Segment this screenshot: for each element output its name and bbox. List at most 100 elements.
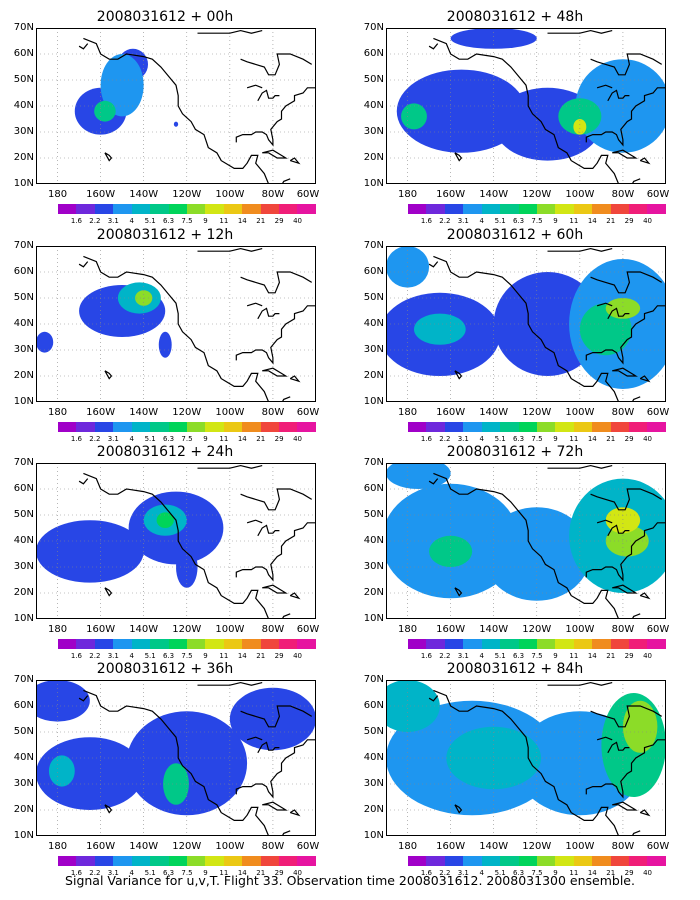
lat-tick-label: 60N	[13, 48, 34, 59]
map-panel: 2008031612 + 72h 70N 60N 50N 40N 30N 20N 10N 180…	[350, 443, 680, 660]
colorbar-label: 3.1	[457, 652, 469, 660]
colorbar-swatch	[426, 422, 445, 432]
coastline	[78, 478, 89, 485]
lon-tick-label: 160W	[436, 407, 466, 418]
colorbar-label: 29	[274, 652, 284, 660]
lon-tick-label: 120W	[172, 407, 202, 418]
colorbar-label: 2.2	[439, 652, 451, 660]
colorbar-swatch	[629, 422, 648, 432]
lat-tick-label: 30N	[13, 126, 34, 137]
colorbar-label: 5.1	[494, 435, 506, 443]
map-svg	[386, 463, 666, 619]
lat-tick-label: 30N	[13, 344, 34, 355]
lon-tick-label: 80W	[261, 624, 285, 635]
colorbar-label: 2.2	[89, 869, 101, 877]
colorbar-swatch	[113, 422, 132, 432]
coastline	[268, 178, 291, 184]
lat-tick-label: 20N	[13, 804, 34, 815]
colorbar-labels: 1.6 2.2 3.1 4 5.1 6.3 7.5 9 11 14 21 29 40	[408, 869, 666, 879]
colorbar-label: 11	[219, 652, 229, 660]
lon-tick-label: 100W	[215, 624, 245, 635]
variance-contour	[482, 507, 591, 601]
colorbar-swatch	[94, 639, 114, 649]
map-area	[386, 28, 666, 184]
colorbar-label: 3.1	[107, 217, 119, 225]
colorbar-swatch	[186, 639, 206, 649]
lat-tick-label: 10N	[363, 613, 384, 624]
colorbar-label: 6.3	[512, 217, 525, 225]
coastline	[257, 307, 280, 320]
colorbar-label: 6.3	[512, 869, 525, 877]
colorbar-swatch	[168, 204, 187, 214]
colorbar-label: 40	[643, 869, 653, 877]
colorbar-label: 5.1	[494, 652, 506, 660]
colorbar-swatch	[131, 422, 151, 432]
lat-tick-label: 20N	[13, 587, 34, 598]
colorbar-swatch	[536, 204, 556, 214]
coastline	[585, 87, 666, 147]
lon-tick-label: 60W	[646, 407, 670, 418]
panel-title: 2008031612 + 36h	[96, 661, 234, 677]
lat-tick-label: 50N	[13, 74, 34, 85]
lon-tick-label: 80W	[261, 841, 285, 852]
lon-tick-label: 180	[47, 624, 68, 635]
colorbar-swatch	[444, 856, 464, 866]
coastline	[235, 739, 316, 799]
coastline	[607, 89, 630, 102]
colorbar-swatch	[647, 639, 666, 649]
colorbar-label: 4	[479, 652, 484, 660]
colorbar-labels: 1.6 2.2 3.1 4 5.1 6.3 7.5 9 11 14 21 29 40	[58, 652, 316, 662]
coastline	[78, 43, 89, 50]
variance-contour	[94, 100, 116, 122]
lon-tick-label: 180	[47, 841, 68, 852]
colorbar-label: 21	[256, 869, 266, 877]
figure-caption: Signal Variance for u,v,T. Flight 33. Ob…	[65, 873, 635, 888]
lon-tick-label: 80W	[261, 407, 285, 418]
colorbar	[58, 856, 316, 866]
colorbar-labels: 1.6 2.2 3.1 4 5.1 6.3 7.5 9 11 14 21 29 40	[58, 217, 316, 227]
colorbar-swatch	[58, 204, 77, 214]
variance-contour	[414, 313, 466, 345]
coastline	[235, 305, 316, 365]
lat-tick-label: 20N	[13, 152, 34, 163]
lon-tick-label: 160W	[86, 189, 116, 200]
lon-tick-label: 60W	[646, 624, 670, 635]
lat-tick-label: 30N	[13, 778, 34, 789]
lon-tick-label: 100W	[565, 407, 595, 418]
lat-tick-label: 20N	[363, 152, 384, 163]
coastline	[246, 302, 263, 307]
lon-tick-label: 160W	[436, 624, 466, 635]
lat-tick-label: 10N	[363, 396, 384, 407]
lon-tick-label: 180	[397, 841, 418, 852]
colorbar-labels: 1.6 2.2 3.1 4 5.1 6.3 7.5 9 11 14 21 29 40	[408, 652, 666, 662]
panel-title: 2008031612 + 48h	[446, 9, 584, 25]
coastline	[618, 613, 641, 619]
lon-tick-label: 160W	[436, 841, 466, 852]
colorbar-swatch	[408, 422, 427, 432]
colorbar-label: 29	[274, 435, 284, 443]
lon-tick-label: 140W	[479, 624, 509, 635]
coastline	[83, 255, 270, 402]
colorbar-label: 21	[606, 217, 616, 225]
colorbar-label: 11	[569, 435, 579, 443]
lon-tick-label: 100W	[565, 189, 595, 200]
colorbar-label: 4	[479, 869, 484, 877]
map-svg	[386, 246, 666, 402]
coastline	[639, 592, 651, 600]
coastline	[104, 804, 113, 814]
colorbar-swatch	[297, 856, 316, 866]
colorbar-label: 1.6	[420, 652, 432, 660]
colorbar-swatch	[58, 639, 77, 649]
lat-tick-label: 10N	[363, 830, 384, 841]
colorbar-swatch	[444, 204, 464, 214]
coastline	[585, 739, 666, 799]
map-area	[36, 463, 316, 619]
lon-tick-label: 60W	[296, 407, 320, 418]
coastline	[289, 157, 301, 165]
variance-contour	[573, 119, 587, 135]
colorbar-swatch	[150, 856, 169, 866]
colorbar-label: 1.6	[70, 869, 82, 877]
colorbar-swatch	[186, 204, 206, 214]
lat-tick-label: 40N	[13, 318, 34, 329]
coastline	[83, 689, 270, 836]
